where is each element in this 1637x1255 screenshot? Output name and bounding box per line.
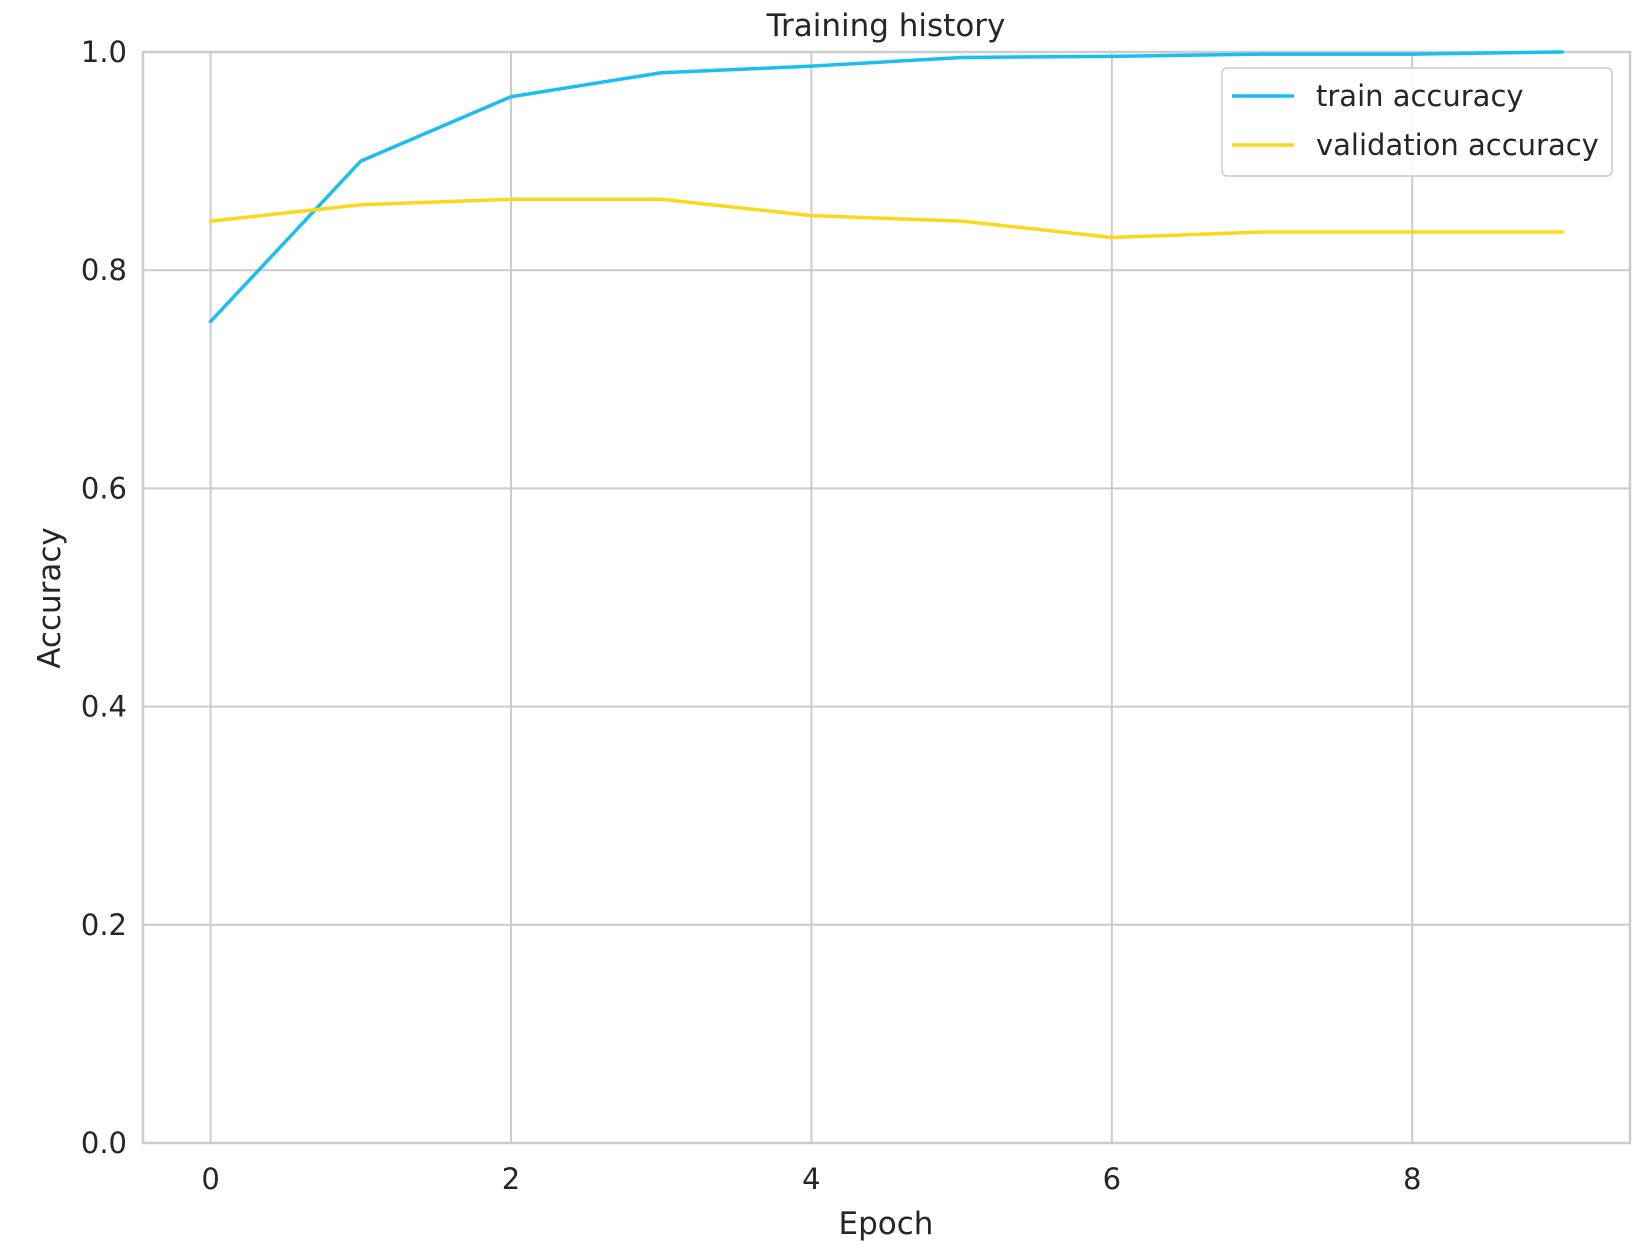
y-tick-labels: 0.0 0.2 0.4 0.6 0.8 1.0 — [81, 35, 127, 1160]
y-tick-label: 1.0 — [81, 35, 127, 69]
legend-box — [1221, 67, 1613, 177]
y-tick-label: 0.4 — [81, 690, 127, 724]
legend: train accuracy validation accuracy — [1221, 67, 1613, 177]
series-lines — [208, 50, 1565, 324]
legend-label-validation-accuracy: validation accuracy — [1316, 128, 1599, 162]
legend-label-train-accuracy: train accuracy — [1316, 79, 1524, 113]
y-tick-label: 0.2 — [81, 908, 127, 942]
chart-title: Training history — [766, 8, 1006, 44]
y-tick-label: 0.6 — [81, 471, 127, 505]
grid-lines — [143, 51, 1630, 1144]
x-axis-label: Epoch — [839, 1206, 934, 1242]
x-tick-label: 4 — [802, 1162, 820, 1196]
x-tick-labels: 0 2 4 6 8 — [201, 1162, 1421, 1196]
x-tick-label: 0 — [201, 1162, 219, 1196]
y-tick-label: 0.0 — [81, 1126, 127, 1160]
y-axis-label: Accuracy — [32, 527, 68, 669]
plot-frame — [141, 50, 1632, 1145]
series-line-train-accuracy — [208, 50, 1565, 324]
x-tick-label: 8 — [1403, 1162, 1421, 1196]
y-tick-label: 0.8 — [81, 253, 127, 287]
x-tick-label: 6 — [1103, 1162, 1121, 1196]
x-tick-label: 2 — [502, 1162, 520, 1196]
series-line-validation-accuracy — [208, 197, 1565, 240]
